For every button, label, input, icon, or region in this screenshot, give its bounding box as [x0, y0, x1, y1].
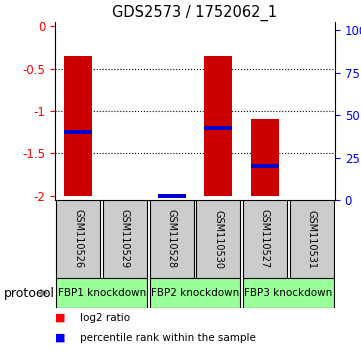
- Text: GSM110531: GSM110531: [306, 210, 317, 268]
- Text: GSM110527: GSM110527: [260, 209, 270, 269]
- Bar: [251, 120, 279, 196]
- Bar: [56, 278, 147, 308]
- Bar: [243, 278, 334, 308]
- Text: FBP2 knockdown: FBP2 knockdown: [151, 288, 239, 298]
- Bar: [103, 200, 147, 278]
- Text: GSM110526: GSM110526: [73, 210, 83, 269]
- Bar: [204, 56, 232, 196]
- Bar: [251, 164, 279, 168]
- Bar: [290, 200, 334, 278]
- Text: log2 ratio: log2 ratio: [80, 313, 130, 323]
- Bar: [158, 194, 186, 198]
- Bar: [56, 200, 100, 278]
- Bar: [150, 278, 240, 308]
- Text: ■: ■: [55, 333, 65, 343]
- Text: protocol: protocol: [4, 286, 55, 299]
- Text: percentile rank within the sample: percentile rank within the sample: [80, 333, 256, 343]
- Title: GDS2573 / 1752062_1: GDS2573 / 1752062_1: [112, 5, 278, 21]
- Bar: [150, 200, 193, 278]
- Bar: [243, 200, 287, 278]
- Bar: [204, 126, 232, 130]
- Bar: [64, 56, 92, 196]
- Bar: [64, 130, 92, 134]
- Text: FBP1 knockdown: FBP1 knockdown: [57, 288, 146, 298]
- Bar: [196, 200, 240, 278]
- Text: ■: ■: [55, 313, 65, 323]
- Text: GSM110528: GSM110528: [167, 210, 177, 269]
- Text: FBP3 knockdown: FBP3 knockdown: [244, 288, 332, 298]
- Text: GSM110530: GSM110530: [213, 210, 223, 268]
- Text: GSM110529: GSM110529: [120, 210, 130, 269]
